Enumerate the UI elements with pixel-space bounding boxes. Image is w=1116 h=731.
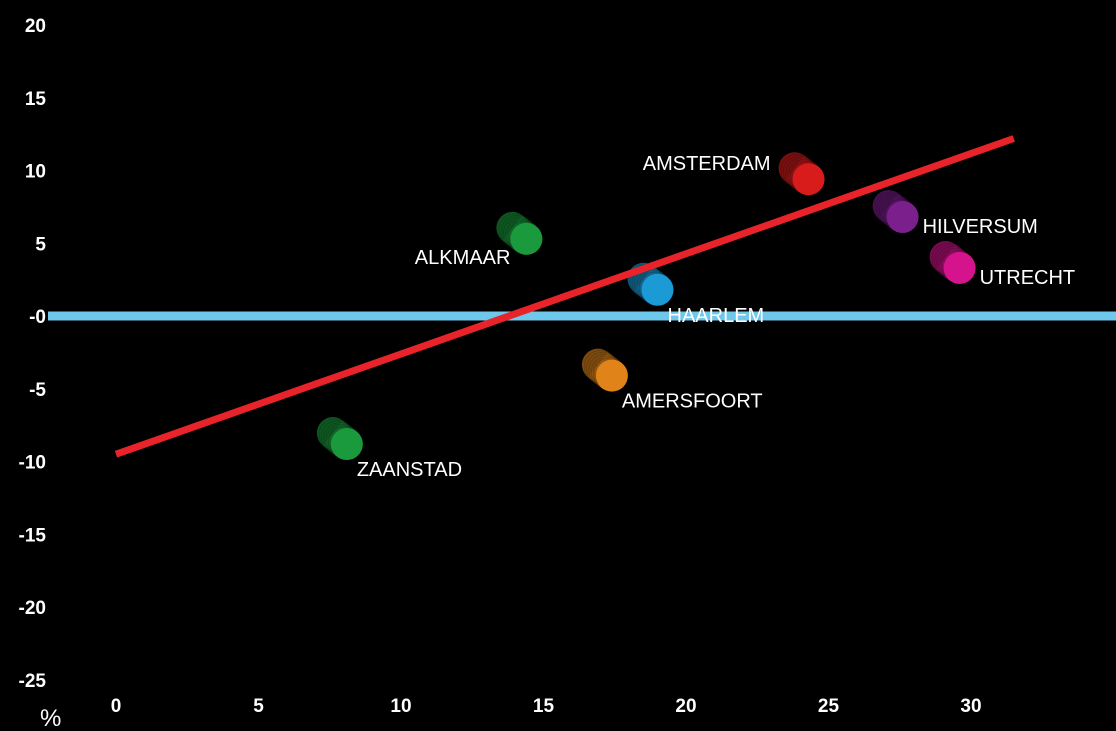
x-tick-label: 30 xyxy=(960,696,981,717)
point-face xyxy=(595,359,628,392)
y-tick-label: -5 xyxy=(29,380,46,401)
point-labels-layer: AMSTERDAM HILVERSUM UTRECHT ALKMAAR HAARLEM A… xyxy=(357,153,1075,481)
y-tick-label: 20 xyxy=(25,16,46,37)
y-tick-label: 10 xyxy=(25,162,46,183)
x-tick-label: 15 xyxy=(533,696,555,717)
point-face xyxy=(641,273,674,306)
point-face xyxy=(510,222,543,255)
y-tick-label: -20 xyxy=(19,598,46,619)
x-tick-label: 0 xyxy=(111,696,122,717)
x-tick-label: 20 xyxy=(675,696,696,717)
data-point-amsterdam xyxy=(778,152,825,196)
x-tick-label: 5 xyxy=(253,696,264,717)
y-tick-label: -10 xyxy=(19,453,46,474)
trend-line-layer xyxy=(114,135,1015,458)
point-label-utrecht: UTRECHT xyxy=(980,267,1076,289)
unit-label: % xyxy=(40,705,61,731)
point-label-alkmaar: ALKMAAR xyxy=(415,247,511,269)
data-point-hilversum xyxy=(872,190,919,234)
y-tick-label: -15 xyxy=(19,525,47,546)
x-axis-ticks: 0 5 10 15 20 25 30 xyxy=(111,696,982,717)
data-point-utrecht xyxy=(929,240,976,284)
data-point-alkmaar xyxy=(496,211,543,255)
y-tick-label: 15 xyxy=(25,89,47,110)
point-label-haarlem: HAARLEM xyxy=(668,305,765,327)
x-tick-label: 25 xyxy=(818,696,840,717)
point-label-hilversum: HILVERSUM xyxy=(923,216,1038,238)
point-label-amersfoort: AMERSFOORT xyxy=(622,391,763,413)
y-tick-label: -0 xyxy=(29,307,46,328)
trend-line xyxy=(114,135,1015,458)
x-tick-label: 10 xyxy=(390,696,411,717)
y-axis-ticks: 20 15 10 5 -0 -5 -10 -15 -20 -25 xyxy=(19,16,47,692)
point-label-zaanstad: ZAANSTAD xyxy=(357,459,462,481)
data-points-layer xyxy=(316,152,976,461)
data-point-zaanstad xyxy=(316,417,363,461)
y-tick-label: 5 xyxy=(35,234,46,255)
point-face xyxy=(330,428,363,461)
point-label-amsterdam: AMSTERDAM xyxy=(643,153,771,175)
data-point-amersfoort xyxy=(581,348,628,392)
point-face xyxy=(943,251,976,284)
point-face xyxy=(792,163,825,196)
y-tick-label: -25 xyxy=(19,671,47,692)
point-face xyxy=(886,201,919,234)
